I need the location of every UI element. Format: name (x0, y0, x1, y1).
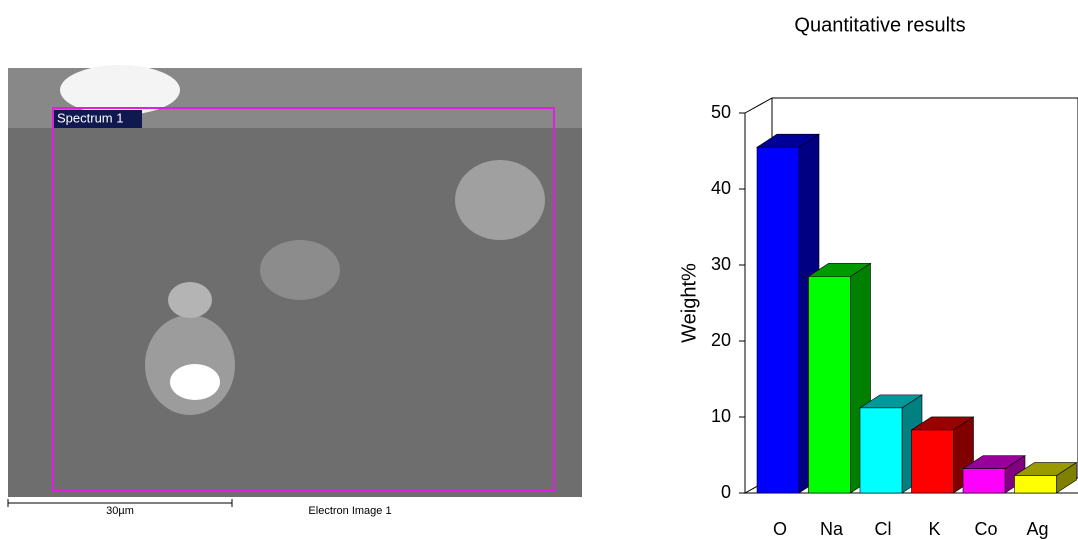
chart: Quantitative results Weight% 0 10 20 30 40 50… (678, 14, 1078, 538)
image-caption: Electron Image 1 (308, 505, 391, 517)
y-tick-label: 30 (711, 254, 731, 274)
x-tick-label: Cl (875, 519, 892, 539)
y-tick-label: 10 (711, 406, 731, 426)
y-axis-label: Weight% (678, 263, 700, 343)
y-tick-label: 50 (711, 102, 731, 122)
bar (1015, 476, 1057, 493)
scale-label: 30µm (106, 505, 134, 517)
y-tick-label: 40 (711, 178, 731, 198)
sem-particle (170, 364, 220, 400)
page: Spectrum 1 30µm Electron Image 1 Quantit… (0, 0, 1078, 540)
bar (912, 430, 954, 493)
x-tick-label: O (773, 519, 787, 539)
x-tick-label: Na (820, 519, 844, 539)
chart-title: Quantitative results (794, 14, 965, 36)
figure: Spectrum 1 30µm Electron Image 1 Quantit… (0, 0, 1078, 540)
spectrum-label: Spectrum 1 (57, 110, 123, 125)
x-tick-label: Ag (1026, 519, 1048, 539)
electron-image: Spectrum 1 30µm Electron Image 1 (8, 65, 582, 517)
bar (809, 276, 851, 493)
x-tick-label: K (928, 519, 940, 539)
sem-texture (455, 160, 545, 240)
sem-texture (260, 240, 340, 300)
y-tick-label: 0 (721, 482, 731, 502)
x-tick-label: Co (974, 519, 997, 539)
y-tick-label: 20 (711, 330, 731, 350)
bar (860, 408, 902, 493)
bar (963, 469, 1005, 493)
bar (757, 147, 799, 493)
sem-particle (168, 282, 212, 318)
